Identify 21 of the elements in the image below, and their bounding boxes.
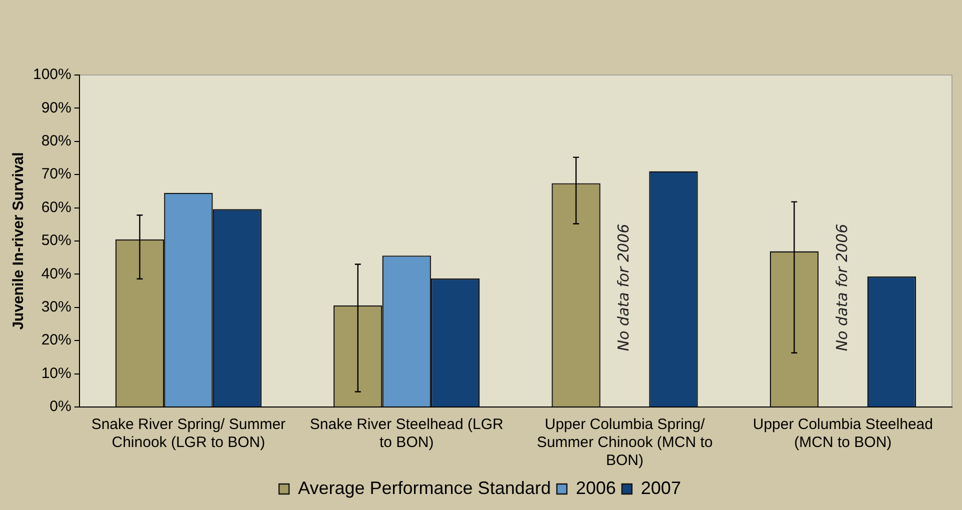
y-axis-title: Juvenile In-river Survival xyxy=(10,152,28,330)
y-tick-label: 20% xyxy=(41,332,72,349)
y-tick-label: 100% xyxy=(32,66,72,84)
annotation: No data for 2006 xyxy=(614,224,633,352)
x-tick-label: Snake River Steelhead (LGR to BON) xyxy=(310,416,504,452)
y-tick-label: 90% xyxy=(41,99,72,116)
legend-label: Average Performance Standard xyxy=(298,478,551,498)
legend-label: 2007 xyxy=(640,478,681,498)
y-tick-label: 70% xyxy=(41,166,72,183)
x-tick-label: Upper Columbia Steelhead (MCN to BON) xyxy=(752,416,933,452)
y-tick-label: 50% xyxy=(41,232,72,250)
x-tick-label: Upper Columbia Spring/ Summer Chinook (MCN to BON) xyxy=(536,416,713,470)
y-tick-label: 80% xyxy=(41,132,72,150)
y-tick-label: 10% xyxy=(41,364,72,382)
legend-label: 2006 xyxy=(576,478,616,498)
annotation: No data for 2006 xyxy=(832,224,851,352)
y-tick-label: 40% xyxy=(41,265,72,282)
y-tick-label: 60% xyxy=(41,198,72,216)
x-tick-label: Snake River Spring/ Summer Chinook (LGR to BON) xyxy=(91,416,286,452)
y-tick-label: 0% xyxy=(50,398,72,416)
y-tick-label: 30% xyxy=(41,298,72,316)
